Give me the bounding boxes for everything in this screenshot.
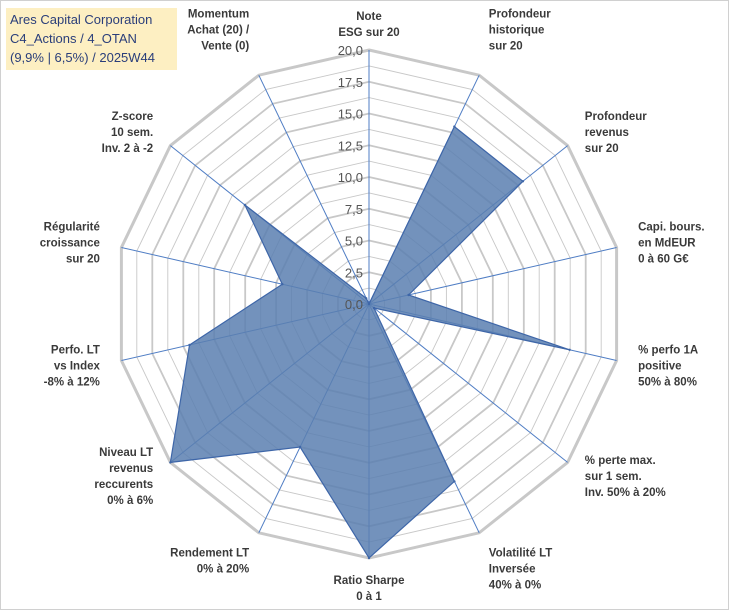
tick-label: 5,0	[345, 234, 363, 249]
data-point	[568, 348, 571, 351]
tick-label: 7,5	[345, 202, 363, 217]
tick-label: 12,5	[338, 138, 363, 153]
axis-label-line: sur 20	[66, 254, 100, 266]
axis-label: Perfo. LT vs Index -8% à 12%	[44, 344, 101, 388]
axis-label-line: Vente (0)	[201, 40, 249, 52]
axis-label-line: 10 sem.	[111, 127, 153, 139]
axis-label-line: Niveau LT	[99, 447, 153, 459]
axis-label-line: sur 20	[489, 40, 523, 52]
axis-label: % perte max. sur 1 sem. Inv. 50% à 20%	[585, 455, 666, 499]
axis-label-line: 40% à 0%	[489, 580, 541, 592]
axis-label-line: Perfo. LT	[51, 344, 100, 356]
chart-title-box: Ares Capital Corporation C4_Actions / 4_…	[6, 8, 177, 70]
axis-label-line: 0% à 6%	[107, 495, 153, 507]
axis-label-line: vs Index	[54, 360, 101, 372]
data-point	[367, 556, 371, 560]
axis-label: Volatilité LT Inversée 40% à 0%	[489, 548, 552, 592]
axis-label: Momentum Achat (20) / Vente (0)	[187, 8, 250, 52]
chart-title-line1: Ares Capital Corporation	[10, 12, 153, 27]
axis-label-line: Inv. 2 à -2	[102, 143, 154, 155]
data-point	[453, 480, 456, 483]
data-point	[453, 125, 456, 128]
axis-label-line: Volatilité LT	[489, 548, 552, 560]
axis-label-line: reccurents	[94, 479, 153, 491]
chart-title-line2: C4_Actions / 4_OTAN	[10, 31, 137, 46]
axis-label: Ratio Sharpe 0 à 1	[334, 575, 405, 603]
axis-spoke	[258, 74, 370, 305]
axis-label-line: revenus	[585, 127, 629, 139]
axis-label-line: Momentum	[188, 8, 249, 20]
data-point	[169, 461, 172, 464]
tick-label: 10,0	[338, 170, 363, 185]
data-point	[372, 306, 376, 310]
axis-label-line: Profondeur	[489, 8, 551, 20]
axis-label-line: 0% à 20%	[197, 564, 249, 576]
tick-label: 17,5	[338, 75, 363, 90]
axis-label-line: positive	[638, 360, 681, 372]
data-point	[243, 203, 247, 207]
axis-label: Régularité croissance sur 20	[40, 222, 100, 266]
axis-label-line: croissance	[40, 238, 100, 250]
axis-label-line: Note	[356, 11, 382, 23]
data-point	[298, 445, 302, 449]
axis-label: Profondeur revenus sur 20	[585, 111, 647, 155]
axis-label-line: Z-score	[112, 111, 154, 123]
axis-label: Note ESG sur 20	[338, 11, 399, 39]
tick-label: 20,0	[338, 43, 363, 58]
axis-label-line: 0 à 60 G€	[638, 254, 689, 266]
axis-label-line: sur 20	[585, 143, 619, 155]
axis-label-line: Inversée	[489, 564, 536, 576]
axis-label-line: % perte max.	[585, 455, 656, 467]
axis-label-line: Profondeur	[585, 111, 647, 123]
axis-label-line: sur 1 sem.	[585, 471, 642, 483]
tick-label: 15,0	[338, 107, 363, 122]
axis-label-line: Ratio Sharpe	[334, 575, 405, 587]
axis-label-line: 0 à 1	[356, 591, 382, 603]
data-point	[365, 297, 368, 300]
axis-label-line: ESG sur 20	[338, 27, 399, 39]
data-point	[188, 343, 191, 347]
axis-label-line: Régularité	[44, 222, 100, 234]
axis-label-line: historique	[489, 24, 545, 36]
data-point	[281, 283, 284, 286]
data-point	[407, 293, 410, 297]
data-point	[521, 180, 525, 183]
data-point	[367, 302, 371, 306]
axis-label-line: Capi. bours.	[638, 222, 704, 234]
axis-label-line: Inv. 50% à 20%	[585, 487, 666, 499]
axis-label: Niveau LT revenus reccurents 0% à 6%	[94, 447, 153, 507]
axis-label: Rendement LT 0% à 20%	[170, 548, 249, 576]
chart-title-line3: (9,9% | 6,5%) / 2025W44	[10, 50, 156, 65]
axis-label-line: 50% à 80%	[638, 376, 697, 388]
axis-label: Capi. bours. en MdEUR 0 à 60 G€	[638, 222, 704, 266]
tick-label: 0,0	[345, 297, 363, 312]
axis-label-line: -8% à 12%	[44, 376, 100, 388]
axis-label-line: % perfo 1A	[638, 344, 698, 356]
data-series-area	[169, 125, 570, 559]
axis-label-line: Rendement LT	[170, 548, 249, 560]
axis-label: % perfo 1A positive 50% à 80%	[638, 344, 698, 388]
axis-label: Profondeur historique sur 20	[489, 8, 551, 52]
axis-spoke	[368, 247, 617, 305]
axis-label-line: revenus	[109, 463, 153, 475]
axis-label-line: Achat (20) /	[187, 24, 250, 36]
axis-label-line: en MdEUR	[638, 238, 696, 250]
tick-label: 2,5	[345, 265, 363, 280]
axis-spoke	[368, 303, 568, 463]
axis-label: Z-score 10 sem. Inv. 2 à -2	[102, 111, 154, 155]
